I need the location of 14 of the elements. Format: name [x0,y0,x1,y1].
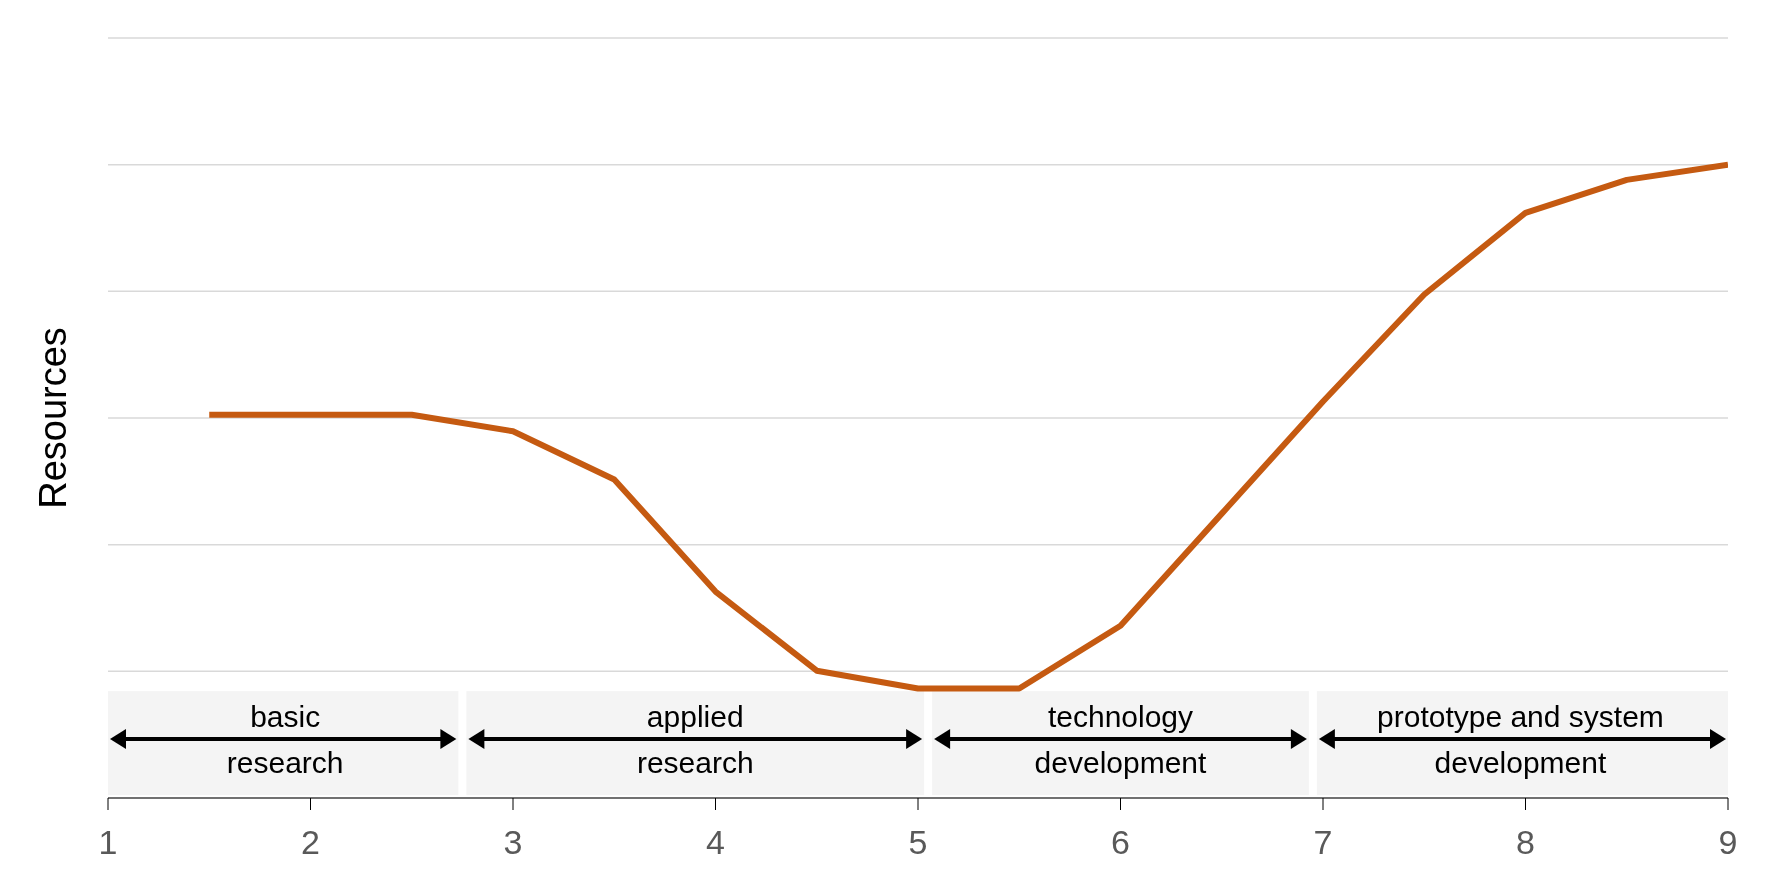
x-tick-label: 5 [908,823,928,862]
x-tick-label: 6 [1111,823,1130,862]
band-label: prototype and system development [1377,700,1664,780]
x-tick-label: 3 [503,823,523,862]
x-tick-label: 9 [1718,823,1738,862]
x-tick-label: 1 [98,823,118,862]
x-tick-label: 2 [301,823,320,862]
x-tick-label: 7 [1313,823,1333,862]
band-label: technology development [1034,700,1208,780]
y-axis-title: Resources [32,327,75,509]
x-tick-label: 8 [1516,823,1535,862]
band-label: basic research [226,700,344,780]
x-tick-label: 4 [706,823,725,862]
band-label: applied research [636,700,754,780]
